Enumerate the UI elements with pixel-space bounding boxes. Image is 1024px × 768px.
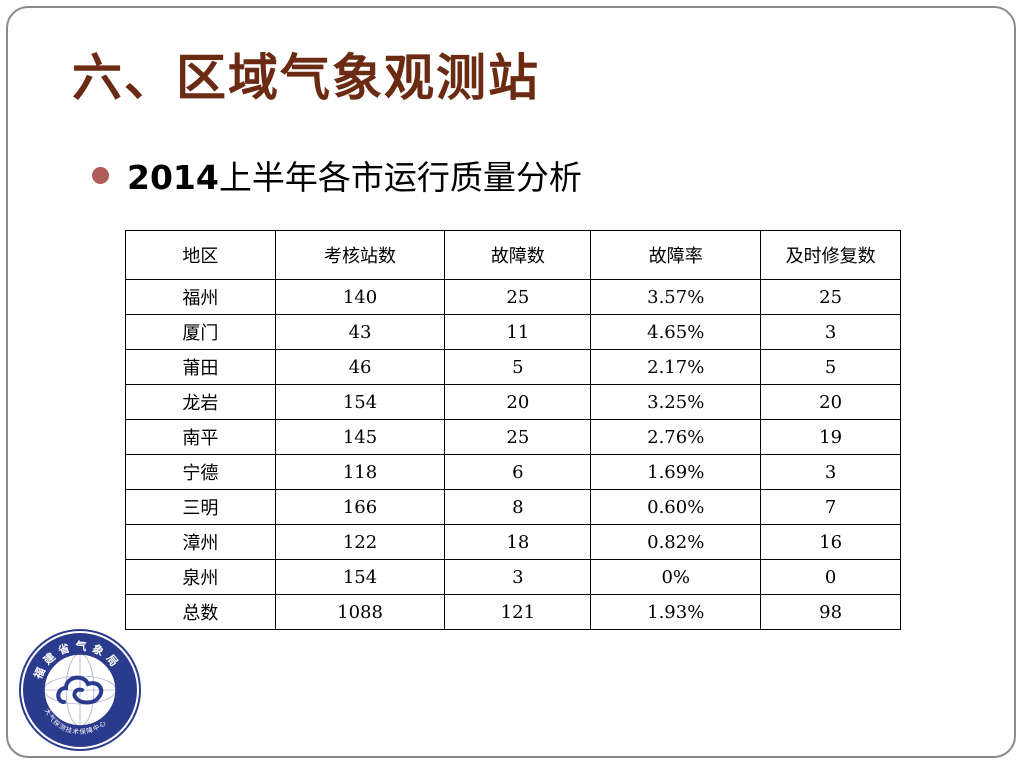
cell-faults: 25 <box>444 419 592 455</box>
cell-region: 漳州 <box>125 524 276 560</box>
cell-region: 三明 <box>125 489 276 525</box>
cell-fault-rate: 1.69% <box>590 454 762 490</box>
cell-faults: 6 <box>444 454 592 490</box>
table-row: 宁德 118 6 1.69% 3 <box>125 454 901 490</box>
cell-fault-rate: 0.82% <box>590 524 762 560</box>
cell-region: 南平 <box>125 419 276 455</box>
cell-faults: 11 <box>444 314 592 350</box>
subtitle-text: 2014上半年各市运行质量分析 <box>127 151 582 199</box>
header-stations: 考核站数 <box>274 230 446 280</box>
cell-repaired: 98 <box>760 594 901 630</box>
table-row: 南平 145 25 2.76% 19 <box>125 419 901 455</box>
subtitle-label: 上半年各市运行质量分析 <box>218 158 582 197</box>
table-row: 泉州 154 3 0% 0 <box>125 559 901 595</box>
cell-stations: 118 <box>274 454 446 490</box>
cell-repaired: 25 <box>760 279 901 315</box>
cell-region: 总数 <box>125 594 276 630</box>
table-row: 龙岩 154 20 3.25% 20 <box>125 384 901 420</box>
cell-stations: 46 <box>274 349 446 385</box>
cell-fault-rate: 1.93% <box>590 594 762 630</box>
cell-fault-rate: 0.60% <box>590 489 762 525</box>
header-repaired: 及时修复数 <box>760 230 901 280</box>
cell-fault-rate: 0% <box>590 559 762 595</box>
cell-fault-rate: 4.65% <box>590 314 762 350</box>
table-row: 厦门 43 11 4.65% 3 <box>125 314 901 350</box>
cell-repaired: 19 <box>760 419 901 455</box>
header-faults: 故障数 <box>444 230 592 280</box>
cell-repaired: 7 <box>760 489 901 525</box>
cell-faults: 8 <box>444 489 592 525</box>
header-region: 地区 <box>125 230 276 280</box>
cell-region: 宁德 <box>125 454 276 490</box>
cell-stations: 145 <box>274 419 446 455</box>
cell-repaired: 0 <box>760 559 901 595</box>
cell-stations: 140 <box>274 279 446 315</box>
cell-stations: 43 <box>274 314 446 350</box>
cell-region: 福州 <box>125 279 276 315</box>
cell-region: 厦门 <box>125 314 276 350</box>
cell-faults: 121 <box>444 594 592 630</box>
cell-faults: 20 <box>444 384 592 420</box>
table-row: 莆田 46 5 2.17% 5 <box>125 349 901 385</box>
table-row: 三明 166 8 0.60% 7 <box>125 489 901 525</box>
cell-repaired: 3 <box>760 454 901 490</box>
cell-repaired: 3 <box>760 314 901 350</box>
cell-stations: 166 <box>274 489 446 525</box>
bullet-dot-icon <box>92 166 109 184</box>
cell-stations: 154 <box>274 384 446 420</box>
table-row: 福州 140 25 3.57% 25 <box>125 279 901 315</box>
cell-stations: 154 <box>274 559 446 595</box>
cell-region: 泉州 <box>125 559 276 595</box>
cell-region: 莆田 <box>125 349 276 385</box>
subtitle-bullet: 2014上半年各市运行质量分析 <box>92 150 582 200</box>
cell-fault-rate: 2.76% <box>590 419 762 455</box>
cell-faults: 3 <box>444 559 592 595</box>
weather-bureau-logo-icon: 福建省气象局 大气探测技术保障中心 <box>19 629 141 751</box>
header-fault-rate: 故障率 <box>590 230 762 280</box>
cell-fault-rate: 3.57% <box>590 279 762 315</box>
cell-repaired: 5 <box>760 349 901 385</box>
table-header-row: 地区 考核站数 故障数 故障率 及时修复数 <box>125 230 901 280</box>
cell-region: 龙岩 <box>125 384 276 420</box>
cell-faults: 5 <box>444 349 592 385</box>
table-row: 漳州 122 18 0.82% 16 <box>125 524 901 560</box>
slide-title: 六、区域气象观测站 <box>72 48 540 107</box>
cell-faults: 25 <box>444 279 592 315</box>
cell-fault-rate: 3.25% <box>590 384 762 420</box>
table-row-total: 总数 1088 121 1.93% 98 <box>125 594 901 630</box>
cell-stations: 1088 <box>274 594 446 630</box>
quality-table: 地区 考核站数 故障数 故障率 及时修复数 福州 140 25 3.57% 25… <box>125 230 901 630</box>
cell-fault-rate: 2.17% <box>590 349 762 385</box>
subtitle-year: 2014 <box>127 158 219 197</box>
cell-repaired: 20 <box>760 384 901 420</box>
cell-faults: 18 <box>444 524 592 560</box>
cell-stations: 122 <box>274 524 446 560</box>
cell-repaired: 16 <box>760 524 901 560</box>
